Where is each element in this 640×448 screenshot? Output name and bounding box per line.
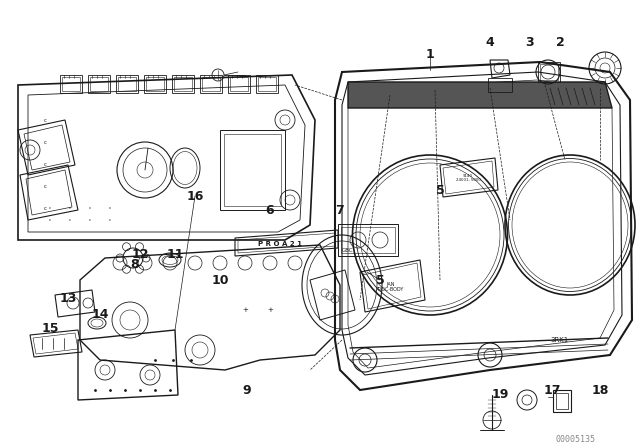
- Bar: [144, 75, 166, 93]
- Text: c: c: [49, 206, 51, 210]
- Text: +: +: [267, 307, 273, 313]
- Text: 16: 16: [186, 190, 204, 202]
- Bar: [116, 75, 138, 93]
- Text: c: c: [44, 139, 47, 145]
- Bar: [338, 224, 398, 256]
- Text: c: c: [69, 206, 71, 210]
- Text: c: c: [49, 218, 51, 222]
- Text: c: c: [109, 206, 111, 210]
- Text: c: c: [69, 218, 71, 222]
- Text: c: c: [44, 184, 47, 189]
- Bar: [118, 77, 136, 91]
- Text: 19: 19: [492, 388, 509, 401]
- Bar: [556, 393, 568, 409]
- Bar: [202, 77, 220, 91]
- Text: 2: 2: [556, 35, 564, 48]
- Text: 15: 15: [41, 322, 59, 335]
- Text: 8: 8: [131, 258, 140, 271]
- Text: c: c: [89, 206, 91, 210]
- Text: 11: 11: [166, 249, 184, 262]
- Text: +: +: [242, 307, 248, 313]
- Text: 3RK1: 3RK1: [551, 337, 569, 343]
- Bar: [220, 130, 285, 210]
- Text: JAN
PROC·BODY: JAN PROC·BODY: [376, 282, 404, 293]
- Text: c: c: [109, 218, 111, 222]
- Bar: [172, 75, 194, 93]
- Text: 4: 4: [486, 35, 494, 48]
- Text: 3: 3: [525, 35, 534, 48]
- Bar: [258, 77, 276, 91]
- Text: 5: 5: [436, 184, 444, 197]
- Text: 7: 7: [335, 203, 344, 216]
- Text: c: c: [44, 117, 47, 122]
- Text: 12: 12: [131, 249, 148, 262]
- Text: GBC: GBC: [341, 247, 353, 253]
- Bar: [146, 77, 164, 91]
- Bar: [174, 77, 192, 91]
- Polygon shape: [348, 82, 612, 108]
- Bar: [88, 75, 110, 93]
- Bar: [224, 134, 281, 206]
- Text: P R O A 2 1: P R O A 2 1: [258, 241, 302, 247]
- Text: 9: 9: [243, 383, 252, 396]
- Bar: [62, 77, 80, 91]
- Bar: [341, 227, 395, 253]
- Bar: [228, 75, 250, 93]
- Bar: [553, 390, 571, 412]
- Text: 14: 14: [92, 309, 109, 322]
- Text: c: c: [44, 206, 47, 211]
- Text: 1: 1: [426, 48, 435, 61]
- Bar: [488, 78, 512, 92]
- Text: 9140
24001, 5000: 9140 24001, 5000: [456, 174, 481, 182]
- Text: c: c: [44, 161, 47, 167]
- Text: 5: 5: [376, 273, 385, 287]
- Text: 18: 18: [591, 383, 609, 396]
- Bar: [200, 75, 222, 93]
- Text: 17: 17: [543, 383, 561, 396]
- Text: 6: 6: [266, 203, 275, 216]
- Bar: [256, 75, 278, 93]
- Text: 10: 10: [211, 273, 228, 287]
- Text: 13: 13: [60, 292, 77, 305]
- Bar: [230, 77, 248, 91]
- Bar: [60, 75, 82, 93]
- Bar: [90, 77, 108, 91]
- Text: 00005135: 00005135: [555, 435, 595, 444]
- Bar: [540, 64, 558, 80]
- Text: c: c: [89, 218, 91, 222]
- Bar: [538, 62, 560, 82]
